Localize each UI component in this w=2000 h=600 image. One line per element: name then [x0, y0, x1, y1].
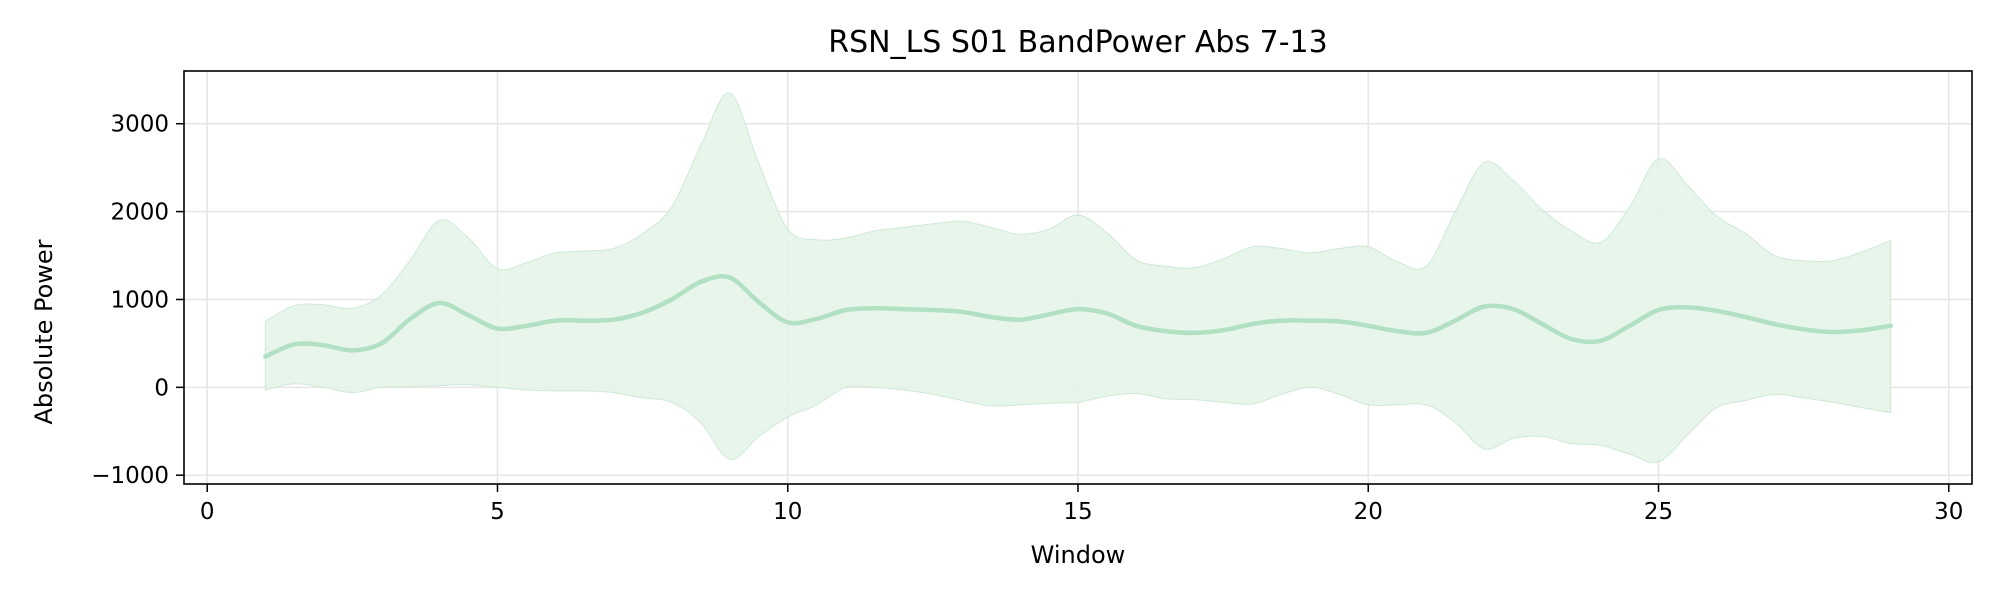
- x-tick-label: 20: [1354, 499, 1383, 525]
- x-tick-label: 10: [773, 499, 802, 525]
- y-tick-label: 3000: [110, 112, 169, 138]
- x-tick-label: 25: [1644, 499, 1673, 525]
- x-tick-label: 0: [200, 499, 215, 525]
- std-band: [264, 92, 1892, 464]
- mean-line: [263, 273, 1893, 359]
- x-tick-label: 30: [1934, 499, 1963, 525]
- y-tick-label: 2000: [110, 200, 169, 226]
- y-tick-label: 0: [154, 375, 169, 401]
- y-tick-label: 1000: [110, 287, 169, 313]
- y-tick-label: −1000: [91, 463, 169, 489]
- x-axis-label: Window: [1031, 541, 1126, 569]
- series-layer: [263, 92, 1893, 464]
- y-axis-label: Absolute Power: [30, 239, 58, 424]
- x-tick-label: 5: [490, 499, 505, 525]
- tick-layer: 0 5 10 15 20 25 30 −1000 0 1000 2000 3000: [91, 112, 1963, 525]
- chart-title: RSN_LS S01 BandPower Abs 7-13: [828, 25, 1327, 60]
- x-tick-label: 15: [1063, 499, 1092, 525]
